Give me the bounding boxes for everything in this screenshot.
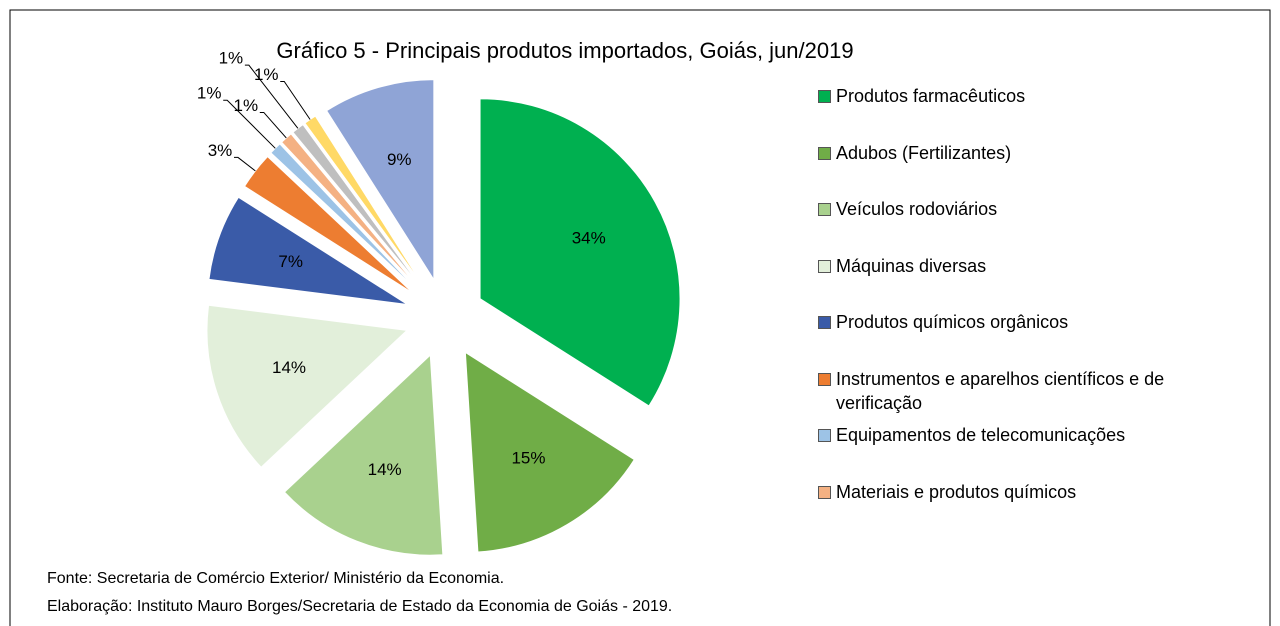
pie-slice — [479, 98, 681, 407]
data-label: 15% — [511, 449, 545, 468]
data-label: 9% — [387, 150, 412, 169]
pie-slice — [280, 133, 419, 289]
legend-item: Produtos farmacêuticos — [818, 84, 1238, 141]
legend-item: Produtos químicos orgânicos — [818, 310, 1238, 367]
leader-line — [244, 64, 299, 129]
legend-label: Máquinas diversas — [836, 255, 987, 276]
data-label: 14% — [368, 460, 402, 479]
legend-label: Adubos (Fertilizantes) — [836, 142, 1012, 163]
legend-item: Adubos (Fertilizantes) — [818, 141, 1238, 198]
pie-slice — [325, 79, 435, 282]
leader-line — [223, 99, 276, 149]
legend-swatch — [818, 146, 831, 160]
pie-slice — [283, 354, 444, 556]
legend-swatch — [818, 259, 831, 273]
legend-label: Produtos químicos orgânicos — [836, 312, 1069, 332]
source-note: Elaboração: Instituto Mauro Borges/Secre… — [47, 598, 673, 615]
data-label: 1% — [234, 96, 259, 115]
pie-slice — [464, 351, 635, 553]
legend-label: Veículos rodoviários — [836, 199, 998, 219]
legend-item: Veículos rodoviários — [818, 197, 1238, 254]
pie-slice — [208, 196, 408, 305]
source-note: Fonte: Secretaria de Comércio Exterior/ … — [47, 570, 505, 587]
frame — [9, 9, 1271, 626]
data-label: 3% — [208, 141, 233, 160]
legend-label: Materiais e produtos químicos — [836, 481, 1077, 502]
leader-line — [280, 80, 311, 120]
legend-swatch — [818, 372, 831, 386]
legend-swatch — [818, 203, 831, 216]
legend-label: Instrumentos e aparelhos científicos e d… — [836, 368, 1165, 413]
chart-title: Gráfico 5 - Principais produtos importad… — [276, 38, 853, 63]
data-label: 1% — [219, 49, 244, 68]
legend-swatch — [818, 485, 831, 499]
legend-item: Materiais e produtos químicos — [818, 480, 1238, 537]
legend: Produtos farmacêuticos Adubos (Fertilizan… — [818, 84, 1238, 536]
legend-swatch — [818, 90, 831, 103]
pie-slice — [206, 304, 409, 468]
data-label: 34% — [572, 228, 606, 247]
leader-line — [233, 156, 256, 172]
data-label: 1% — [254, 65, 279, 84]
leader-line — [259, 111, 287, 139]
data-label: 7% — [278, 252, 303, 271]
legend-label: Equipamentos de telecomunicações — [836, 425, 1126, 445]
legend-item: Instrumentos e aparelhos científicos e d… — [818, 367, 1238, 424]
data-label: 14% — [272, 358, 306, 377]
legend-label: Produtos farmacêuticos — [836, 86, 1026, 106]
legend-item: Equipamentos de telecomunicações — [818, 423, 1238, 480]
data-label: 1% — [197, 84, 222, 103]
legend-item: Máquinas diversas — [818, 254, 1238, 311]
legend-swatch — [818, 429, 831, 442]
legend-swatch — [818, 316, 831, 329]
